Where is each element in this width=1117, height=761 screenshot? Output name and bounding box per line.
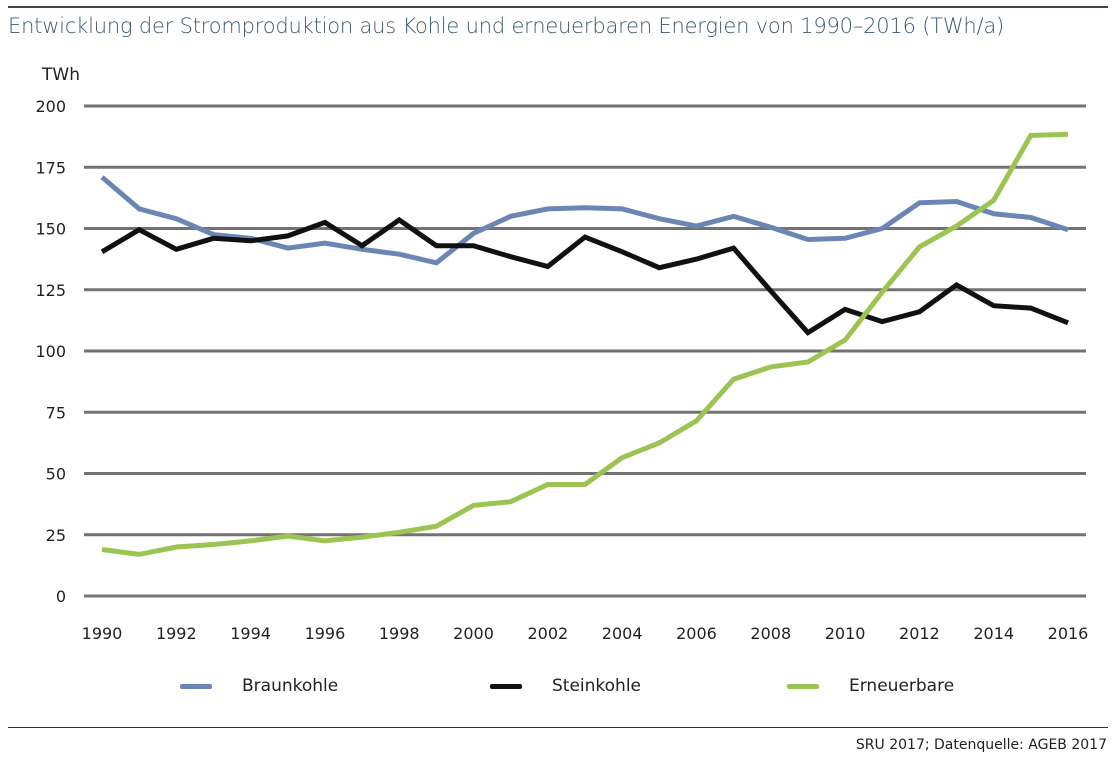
series-line-braunkohle <box>100 175 1069 266</box>
x-tick-label: 2010 <box>825 624 866 643</box>
x-tick-labels: 1990 1992 1994 1996 1998 2000 2002 2004 2006 2008… <box>82 624 1089 643</box>
legend-item-steinkohle: Steinkohle <box>490 676 641 696</box>
gridlines <box>84 104 1086 598</box>
legend-item-braunkohle: Braunkohle <box>180 676 338 696</box>
x-tick-label: 2012 <box>899 624 940 643</box>
x-tick-label: 2006 <box>676 624 717 643</box>
x-tick-label: 1998 <box>379 624 420 643</box>
chart-title: Entwicklung der Stromproduktion aus Kohl… <box>8 14 1005 38</box>
x-tick-label: 1990 <box>82 624 123 643</box>
x-tick-label: 2004 <box>602 624 643 643</box>
y-tick-label: 150 <box>35 220 66 239</box>
legend-swatch-erneuerbare <box>787 683 819 689</box>
y-tick-label: 75 <box>46 403 66 422</box>
x-tick-label: 1994 <box>230 624 271 643</box>
x-tick-label: 1992 <box>156 624 197 643</box>
bottom-rule <box>8 727 1108 728</box>
y-tick-label: 50 <box>46 465 66 484</box>
legend-label: Braunkohle <box>242 676 339 696</box>
top-rule <box>8 6 1108 8</box>
x-tick-label: 1996 <box>305 624 346 643</box>
x-tick-label: 2014 <box>973 624 1014 643</box>
x-tick-label: 2000 <box>453 624 494 643</box>
y-tick-label: 0 <box>56 587 66 606</box>
y-tick-label: 100 <box>35 342 66 361</box>
y-tick-label: 200 <box>35 97 66 116</box>
x-tick-label: 2002 <box>527 624 568 643</box>
legend-label: Erneuerbare <box>849 676 955 696</box>
legend-item-erneuerbare: Erneuerbare <box>787 676 954 696</box>
x-tick-label: 2008 <box>750 624 791 643</box>
legend-swatch-braunkohle <box>180 683 212 689</box>
legend-label: Steinkohle <box>552 676 642 696</box>
y-tick-labels: 0 25 50 75 100 125 150 175 200 <box>35 97 66 606</box>
source-note: SRU 2017; Datenquelle: AGEB 2017 <box>855 737 1107 753</box>
y-axis-label: TWh <box>41 65 80 85</box>
y-tick-label: 175 <box>35 158 66 177</box>
series-line-erneuerbare <box>101 131 1069 557</box>
x-tick-label: 2016 <box>1048 624 1089 643</box>
y-tick-label: 125 <box>35 281 66 300</box>
legend-swatch-steinkohle <box>490 683 522 689</box>
y-tick-label: 25 <box>46 526 66 545</box>
series-line-steinkohle <box>100 216 1069 336</box>
series-lines <box>100 131 1069 557</box>
legend: Braunkohle Steinkohle Erneuerbare <box>0 676 1117 702</box>
